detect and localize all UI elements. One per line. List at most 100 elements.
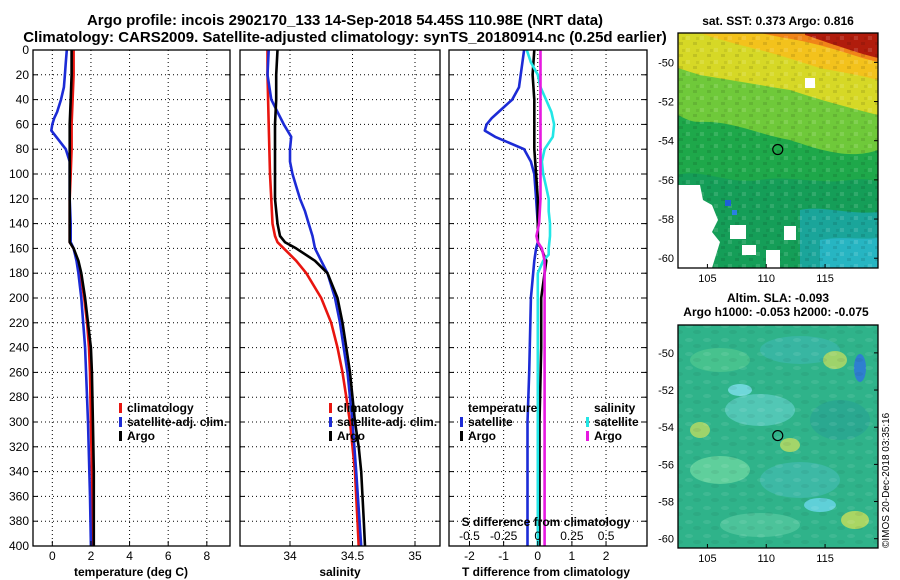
depth-tick-label: 280 <box>9 390 29 404</box>
x-tick-label: 0 <box>49 549 56 563</box>
map-lat-label: -56 <box>658 459 674 471</box>
series-line-salinity-argo <box>535 50 546 546</box>
map-lon-label: 105 <box>698 273 716 285</box>
depth-tick-label: 60 <box>16 117 30 131</box>
x-tick-label: 6 <box>165 549 172 563</box>
legend-satellite-swatch <box>119 417 122 427</box>
legend-temp-satellite-swatch <box>460 417 463 427</box>
depth-tick-label: 0 <box>22 43 29 57</box>
map-lat-label: -50 <box>658 348 674 360</box>
map-lat-label: -50 <box>658 57 674 69</box>
x-tick-label: 1 <box>569 549 576 563</box>
depth-tick-label: 140 <box>9 217 29 231</box>
legend-salinity-heading: salinity <box>594 401 636 415</box>
sla-map-field <box>678 325 878 548</box>
x-top-tick-label: -0.5 <box>459 529 480 543</box>
map-lat-label: -58 <box>658 497 674 509</box>
copyright-text: ©IMOS 20-Dec-2018 03:35:16 <box>881 412 892 548</box>
legend-satellite-label: satellite-adj. clim. <box>337 415 437 429</box>
sla-map-title: Altim. SLA: -0.093 <box>727 291 829 305</box>
map-lon-label: 110 <box>757 553 775 565</box>
depth-tick-label: 380 <box>9 514 29 528</box>
sst-map-title: sat. SST: 0.373 Argo: 0.816 <box>702 14 854 28</box>
salinity-legend: climatology satellite-adj. clim. Argo <box>329 401 437 443</box>
map-lat-label: -52 <box>658 385 674 397</box>
x-top-tick-label: 0 <box>534 529 541 543</box>
x-tick-label: 35 <box>408 549 422 563</box>
legend-temperature-heading: temperature <box>468 401 538 415</box>
temperature-legend: climatology satellite-adj. clim. Argo <box>119 401 227 443</box>
depth-tick-label: 40 <box>16 93 30 107</box>
legend-argo-swatch <box>119 431 122 441</box>
sla-argo-marker <box>772 429 784 442</box>
sla-map-subtitle: Argo h1000: -0.053 h2000: -0.075 <box>683 305 869 319</box>
map-lat-label: -54 <box>658 136 674 148</box>
x-tick-label: -1 <box>498 549 509 563</box>
depth-tick-label: 20 <box>16 68 30 82</box>
map-lat-label: -52 <box>658 97 674 109</box>
depth-tick-label: 320 <box>9 440 29 454</box>
figure-title-line1: Argo profile: incois 2902170_133 14-Sep-… <box>87 12 603 29</box>
legend-climatology-swatch <box>119 403 122 413</box>
depth-tick-label: 160 <box>9 241 29 255</box>
x-tick-label: 2 <box>603 549 610 563</box>
legend-temp-argo-label: Argo <box>468 429 496 443</box>
depth-tick-label: 240 <box>9 341 29 355</box>
legend-satellite-swatch <box>329 417 332 427</box>
x-tick-label: 8 <box>203 549 210 563</box>
depth-tick-label: 400 <box>9 539 29 553</box>
series-line-satellite-adj-clim- <box>266 49 363 547</box>
x-tick-label: 34.5 <box>341 549 365 563</box>
depth-tick-label: 300 <box>9 415 29 429</box>
legend-temp-satellite-label: satellite <box>468 415 513 429</box>
sla-map: Altim. SLA: -0.093 Argo h1000: -0.053 h2… <box>658 291 879 565</box>
map-lat-label: -54 <box>658 422 674 434</box>
sst-argo-marker <box>772 143 784 156</box>
map-lon-label: 115 <box>816 273 834 285</box>
series-line-argo <box>68 50 96 546</box>
difference-legend-salinity: salinity satellite Argo <box>586 401 639 443</box>
depth-tick-label: 200 <box>9 291 29 305</box>
legend-argo-swatch <box>329 431 332 441</box>
depth-tick-label: 220 <box>9 316 29 330</box>
difference-xlabel-top: S difference from climatology <box>462 515 631 529</box>
sla-map-frame <box>677 324 879 549</box>
map-lat-label: -58 <box>658 214 674 226</box>
sst-map-frame <box>677 32 879 269</box>
difference-plot: -2 -1 0 1 2 -0.5 -0.25 0 0.25 0.5 T difference fr… <box>448 49 648 579</box>
series-line-climatology <box>266 50 360 547</box>
temperature-plot-frame <box>32 49 231 547</box>
legend-sal-satellite-label: satellite <box>594 415 639 429</box>
series-line-salinity-satellite <box>525 49 556 546</box>
map-lon-label: 105 <box>698 553 716 565</box>
depth-tick-label: 340 <box>9 465 29 479</box>
series-line-temperature-satellite <box>483 49 540 546</box>
figure-title-line2: Climatology: CARS2009. Satellite-adjuste… <box>23 29 667 46</box>
depth-tick-label: 180 <box>9 266 29 280</box>
legend-sal-satellite-swatch <box>586 417 589 427</box>
map-lat-label: -60 <box>658 253 674 265</box>
x-top-tick-label: 0.5 <box>598 529 615 543</box>
salinity-xlabel: salinity <box>319 565 361 579</box>
x-top-tick-label: 0.25 <box>560 529 584 543</box>
legend-temp-argo-swatch <box>460 431 463 441</box>
legend-argo-label: Argo <box>127 429 155 443</box>
map-lat-label: -60 <box>658 534 674 546</box>
map-lat-label: -56 <box>658 175 674 187</box>
map-lon-label: 115 <box>816 553 834 565</box>
sst-map-field <box>678 33 878 268</box>
difference-legend-temperature: temperature satellite Argo <box>460 401 538 443</box>
temperature-xlabel: temperature (deg C) <box>74 565 188 579</box>
depth-tick-label: 80 <box>16 142 30 156</box>
depth-tick-label: 120 <box>9 192 29 206</box>
legend-satellite-label: satellite-adj. clim. <box>127 415 227 429</box>
legend-sal-argo-swatch <box>586 431 589 441</box>
x-top-tick-label: -0.25 <box>490 529 518 543</box>
x-tick-label: 4 <box>126 549 133 563</box>
x-tick-label: 34 <box>283 549 297 563</box>
x-tick-label: 2 <box>88 549 95 563</box>
series-line-argo <box>273 49 367 547</box>
salinity-plot: 34 34.5 35 salinity climatology satellite-… <box>239 49 441 579</box>
sst-map: sat. SST: 0.373 Argo: 0.816 105 110 115 -50… <box>658 14 879 285</box>
